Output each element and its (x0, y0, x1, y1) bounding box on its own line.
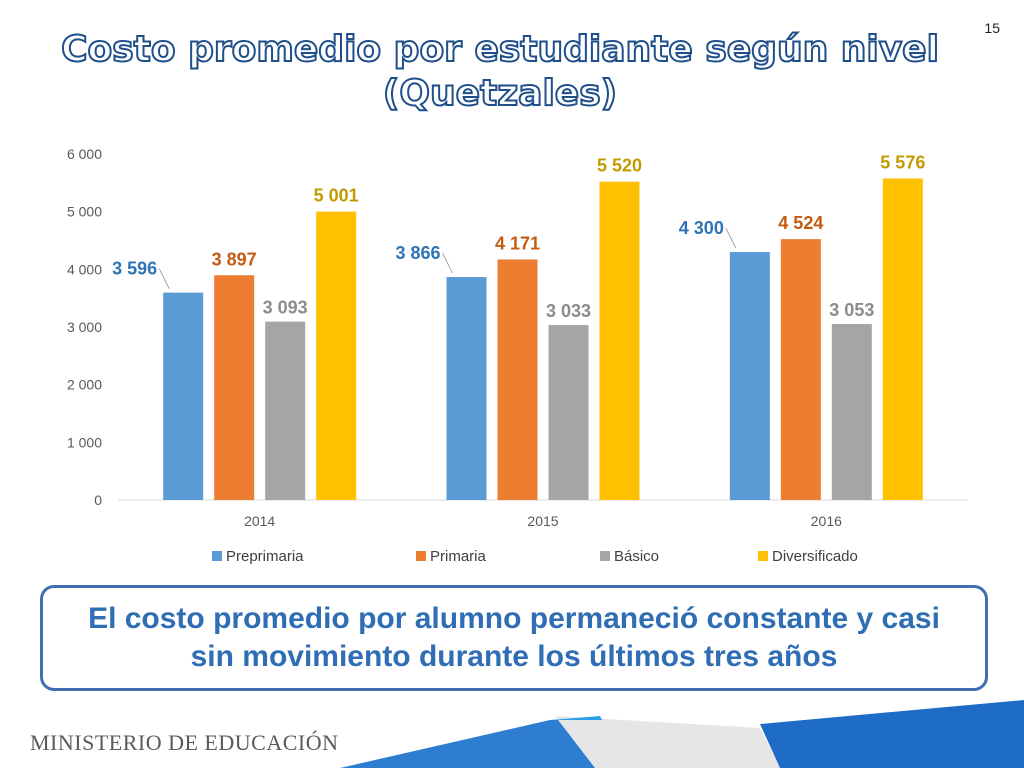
legend-swatch (758, 551, 768, 561)
x-tick-label: 2016 (811, 513, 842, 529)
data-label: 5 001 (314, 186, 359, 206)
legend-swatch (212, 551, 222, 561)
data-label: 4 171 (495, 233, 540, 253)
bar (548, 325, 589, 500)
page-number: 15 (984, 20, 1000, 36)
data-label: 3 897 (212, 249, 257, 269)
bar (831, 323, 872, 500)
data-label: 3 053 (829, 300, 874, 320)
x-tick-label: 2014 (244, 513, 275, 529)
y-tick-label: 1 000 (67, 434, 102, 450)
y-tick-label: 4 000 (67, 261, 102, 277)
data-label-leader (442, 252, 453, 274)
summary-callout-text: El costo promedio por alumno permaneció … (88, 602, 940, 673)
legend-swatch (600, 551, 610, 561)
bar (316, 211, 357, 500)
data-label: 3 866 (395, 243, 440, 263)
bar (446, 277, 487, 500)
bar (780, 239, 821, 500)
y-tick-label: 3 000 (67, 319, 102, 335)
data-label: 3 033 (546, 301, 591, 321)
footer-decoration (340, 700, 1024, 768)
data-label-leader (158, 268, 170, 289)
y-tick-label: 2 000 (67, 377, 102, 393)
y-tick-label: 5 000 (67, 204, 102, 220)
data-label: 4 524 (778, 213, 823, 233)
data-label: 5 576 (880, 152, 925, 172)
slide-title-line2: (Quetzales) (382, 72, 618, 115)
ministry-logo: MINISTERIO DE EDUCACIÓN (30, 730, 339, 755)
data-label: 4 300 (679, 218, 724, 238)
legend-label: Básico (614, 548, 659, 565)
y-tick-label: 6 000 (67, 146, 102, 162)
legend-swatch (416, 551, 426, 561)
data-label-leader (725, 227, 737, 249)
bar (265, 321, 306, 500)
slide-title: Costo promedio por estudiante según nive… (0, 28, 1000, 116)
data-label: 5 520 (597, 156, 642, 176)
data-label: 3 093 (263, 298, 308, 318)
summary-callout: El costo promedio por alumno permaneció … (40, 585, 988, 691)
legend-label: Preprimaria (226, 548, 304, 565)
x-tick-label: 2015 (527, 513, 558, 529)
bar (163, 292, 204, 500)
bar (729, 252, 770, 500)
bar-chart: 0 1 000 2 000 3 000 4 000 5 000 6 000 2014 2015 2… (67, 146, 968, 565)
bar (497, 259, 538, 500)
bar (599, 181, 640, 500)
data-label: 3 596 (112, 259, 157, 279)
bar (214, 275, 255, 500)
bar (882, 178, 923, 500)
slide-title-line1: Costo promedio por estudiante según nive… (60, 28, 940, 71)
y-tick-label: 0 (94, 492, 102, 508)
legend-label: Diversificado (772, 548, 858, 565)
legend-label: Primaria (430, 548, 486, 565)
